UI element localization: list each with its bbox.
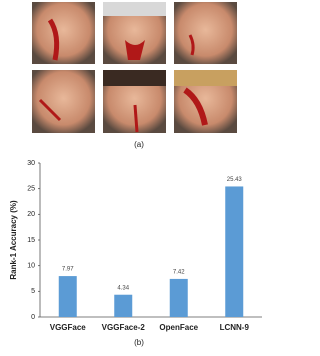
bar — [58, 276, 77, 317]
panel-label: (a) — [134, 140, 144, 149]
bar — [169, 278, 188, 317]
photo-detail — [183, 87, 208, 126]
panel-label: (b) — [134, 338, 144, 347]
value-label: 7.97 — [62, 267, 74, 273]
value-label: 7.42 — [173, 269, 185, 275]
photo-detail — [174, 70, 237, 86]
bar — [225, 186, 244, 317]
figure: (a) Rank-1 Accuracy (%) (b) 0 5 10 15 20 25 30… — [9, 2, 262, 347]
y-tick-label: 0 — [31, 314, 35, 321]
y-axis-label: Rank-1 Accuracy (%) — [9, 200, 18, 280]
x-tick-label: OpenFace — [159, 323, 198, 332]
photo-detail — [103, 70, 166, 86]
photo-detail — [47, 18, 60, 61]
y-tick-label: 20 — [27, 211, 35, 218]
photo-detail — [188, 34, 195, 56]
x-tick-label: VGGFace — [50, 323, 87, 332]
y-tick-label: 10 — [27, 263, 35, 270]
value-label: 25.43 — [227, 177, 243, 183]
y-tick-label: 15 — [27, 237, 35, 244]
x-tick-label: LCNN-9 — [220, 323, 250, 332]
photo-detail — [133, 104, 139, 133]
photo-detail — [125, 40, 145, 60]
photo-detail — [38, 98, 62, 122]
photo — [174, 2, 237, 64]
value-label: 4.34 — [117, 285, 129, 291]
bar — [114, 294, 133, 317]
y-tick-label: 25 — [27, 186, 35, 193]
y-tick-label: 30 — [27, 160, 35, 167]
face-photos — [32, 2, 237, 133]
y-tick-label: 5 — [31, 288, 35, 295]
photo-detail — [103, 2, 166, 16]
x-tick-label: VGGFace-2 — [102, 323, 146, 332]
photo — [32, 2, 95, 64]
